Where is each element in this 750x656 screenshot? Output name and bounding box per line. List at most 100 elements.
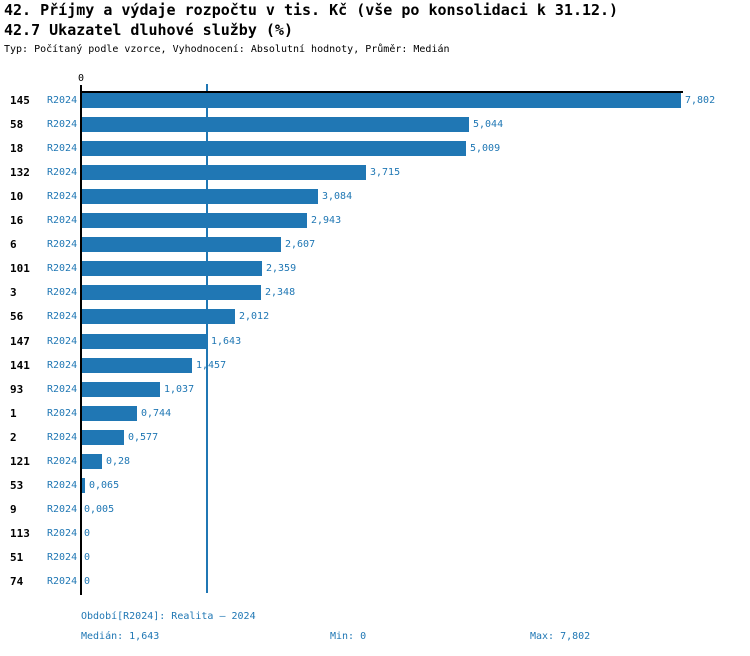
chart-title: 42.7 Ukazatel dluhové služby (%)	[4, 21, 293, 39]
category-label: 147	[10, 335, 30, 348]
series-label: R2024	[47, 215, 78, 226]
bar-row: 1 R2024 0,744	[0, 406, 750, 421]
value-label: 2,359	[266, 263, 297, 274]
series-label: R2024	[47, 552, 78, 563]
bar	[80, 430, 124, 445]
category-label: 141	[10, 359, 30, 372]
value-label: 1,457	[196, 360, 227, 371]
bar-row: 16 R2024 2,943	[0, 213, 750, 228]
bar-row: 18 R2024 5,009	[0, 141, 750, 156]
value-label: 2,348	[265, 287, 296, 298]
bar	[80, 334, 207, 349]
bar	[80, 213, 307, 228]
series-label: R2024	[47, 263, 78, 274]
series-label: R2024	[47, 432, 78, 443]
category-label: 121	[10, 455, 30, 468]
category-label: 58	[10, 118, 24, 131]
median-reference-line	[206, 84, 208, 593]
category-label: 3	[10, 286, 17, 299]
series-label: R2024	[47, 143, 78, 154]
series-label: R2024	[47, 191, 78, 202]
series-label: R2024	[47, 576, 78, 587]
category-label: 9	[10, 503, 17, 516]
bar-row: 147 R2024 1,643	[0, 334, 750, 349]
series-label: R2024	[47, 239, 78, 250]
bar-row: 6 R2024 2,607	[0, 237, 750, 252]
bar	[80, 189, 318, 204]
category-label: 132	[10, 166, 30, 179]
category-label: 53	[10, 479, 24, 492]
page-title: 42. Příjmy a výdaje rozpočtu v tis. Kč (…	[4, 1, 619, 19]
bar-row: 10 R2024 3,084	[0, 189, 750, 204]
bar	[80, 309, 235, 324]
bar	[80, 382, 160, 397]
bar-row: 113 R2024 0	[0, 526, 750, 541]
category-label: 113	[10, 527, 30, 540]
footer-min-label: Min: 0	[330, 631, 367, 642]
series-label: R2024	[47, 480, 78, 491]
bar-row: 132 R2024 3,715	[0, 165, 750, 180]
value-label: 2,607	[285, 239, 316, 250]
value-label: 0	[84, 528, 91, 539]
bar	[80, 237, 281, 252]
series-label: R2024	[47, 408, 78, 419]
x-axis-zero-tick-label: 0	[77, 73, 85, 84]
series-label: R2024	[47, 360, 78, 371]
bar	[80, 165, 366, 180]
value-label: 3,084	[322, 191, 353, 202]
bar-row: 58 R2024 5,044	[0, 117, 750, 132]
value-label: 0,577	[128, 432, 159, 443]
value-label: 0	[84, 552, 91, 563]
category-label: 51	[10, 551, 24, 564]
value-label: 0,005	[84, 504, 115, 515]
chart-meta-subtitle: Typ: Počítaný podle vzorce, Vyhodnocení:…	[4, 44, 450, 55]
bar-row: 141 R2024 1,457	[0, 358, 750, 373]
series-label: R2024	[47, 336, 78, 347]
bar	[80, 117, 469, 132]
series-label: R2024	[47, 119, 78, 130]
footer-median-label: Medián: 1,643	[81, 631, 160, 642]
value-label: 0	[84, 576, 91, 587]
bar	[80, 358, 192, 373]
footer-max-label: Max: 7,802	[530, 631, 591, 642]
value-label: 2,012	[239, 311, 270, 322]
category-label: 16	[10, 214, 24, 227]
category-label: 1	[10, 407, 17, 420]
value-label: 1,643	[211, 336, 242, 347]
bar	[80, 285, 261, 300]
value-label: 0,744	[141, 408, 172, 419]
category-label: 93	[10, 383, 24, 396]
value-label: 2,943	[311, 215, 342, 226]
series-label: R2024	[47, 456, 78, 467]
bar	[80, 93, 681, 108]
series-label: R2024	[47, 95, 78, 106]
value-label: 1,037	[164, 384, 195, 395]
series-label: R2024	[47, 167, 78, 178]
bar	[80, 141, 466, 156]
series-label: R2024	[47, 504, 78, 515]
value-label: 0,28	[106, 456, 131, 467]
value-label: 7,802	[685, 95, 716, 106]
category-label: 18	[10, 142, 24, 155]
value-label: 5,044	[473, 119, 504, 130]
value-label: 5,009	[470, 143, 501, 154]
bar-row: 101 R2024 2,359	[0, 261, 750, 276]
series-label: R2024	[47, 311, 78, 322]
value-label: 0,065	[89, 480, 120, 491]
series-label: R2024	[47, 384, 78, 395]
category-label: 6	[10, 238, 17, 251]
series-label: R2024	[47, 287, 78, 298]
bar-row: 74 R2024 0	[0, 574, 750, 589]
bar-row: 53 R2024 0,065	[0, 478, 750, 493]
bar	[80, 478, 85, 493]
category-label: 145	[10, 94, 30, 107]
category-label: 74	[10, 575, 24, 588]
category-label: 56	[10, 310, 24, 323]
bar	[80, 454, 102, 469]
category-label: 101	[10, 262, 30, 275]
plot-top-border-line	[80, 91, 683, 93]
bar-row: 56 R2024 2,012	[0, 309, 750, 324]
bar	[80, 261, 262, 276]
category-label: 10	[10, 190, 24, 203]
